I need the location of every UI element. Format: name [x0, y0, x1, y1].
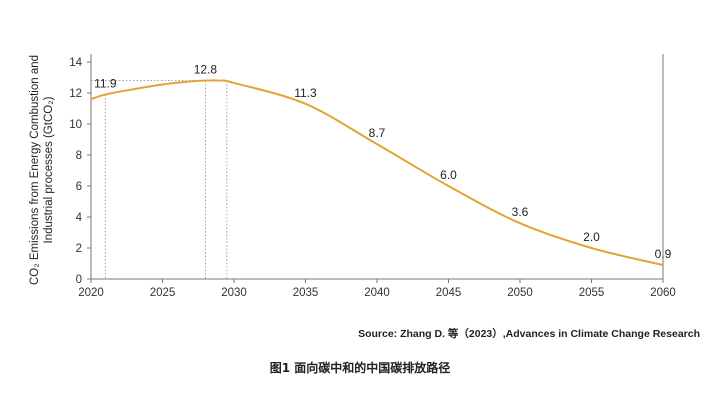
x-tick-label: 2025: [150, 287, 176, 299]
series-line-emissions: [90, 79, 664, 267]
plot-area: 0 2 4 6 8 10 12 14 2020 2025 2030 2035 2040 2045 2050 2…: [69, 54, 676, 299]
y-axis-title-line1: CO₂ Emissions from Energy Combustion and: [29, 55, 41, 285]
data-label: 6.0: [440, 168, 457, 182]
y-tick-label: 14: [69, 57, 82, 69]
source-note: Source: Zhang D. 等（2023）,Advances in Cli…: [358, 328, 700, 340]
data-label: 3.6: [512, 205, 529, 219]
x-tick-label: 2045: [436, 287, 462, 299]
x-tick-label: 2040: [364, 287, 390, 299]
y-axis-title: CO₂ Emissions from Energy Combustion and…: [29, 55, 55, 285]
data-label: 0.9: [655, 247, 672, 261]
x-tick-label: 2060: [650, 287, 676, 299]
y-tick-label: 12: [69, 88, 82, 100]
data-label: 11.9: [94, 77, 117, 91]
x-tick-label: 2020: [78, 287, 104, 299]
x-tick-label: 2055: [579, 287, 605, 299]
data-label: 11.3: [294, 86, 317, 100]
x-tick-label: 2030: [221, 287, 247, 299]
x-tick-label: 2050: [507, 287, 533, 299]
y-tick-label: 4: [76, 212, 83, 224]
y-tick-label: 2: [76, 243, 82, 255]
y-tick-label: 10: [69, 119, 82, 131]
data-label: 2.0: [583, 230, 600, 244]
y-tick-label: 0: [76, 274, 82, 286]
y-axis-title-line2: Industrial processes (GtCO₂): [43, 96, 55, 243]
data-label: 8.7: [369, 126, 386, 140]
y-tick-label: 8: [76, 150, 82, 162]
data-label: 12.8: [194, 63, 218, 77]
x-tick-label: 2035: [293, 287, 319, 299]
figure-caption: 图1 面向碳中和的中国碳排放路径: [269, 361, 451, 375]
y-tick-label: 6: [76, 181, 82, 193]
